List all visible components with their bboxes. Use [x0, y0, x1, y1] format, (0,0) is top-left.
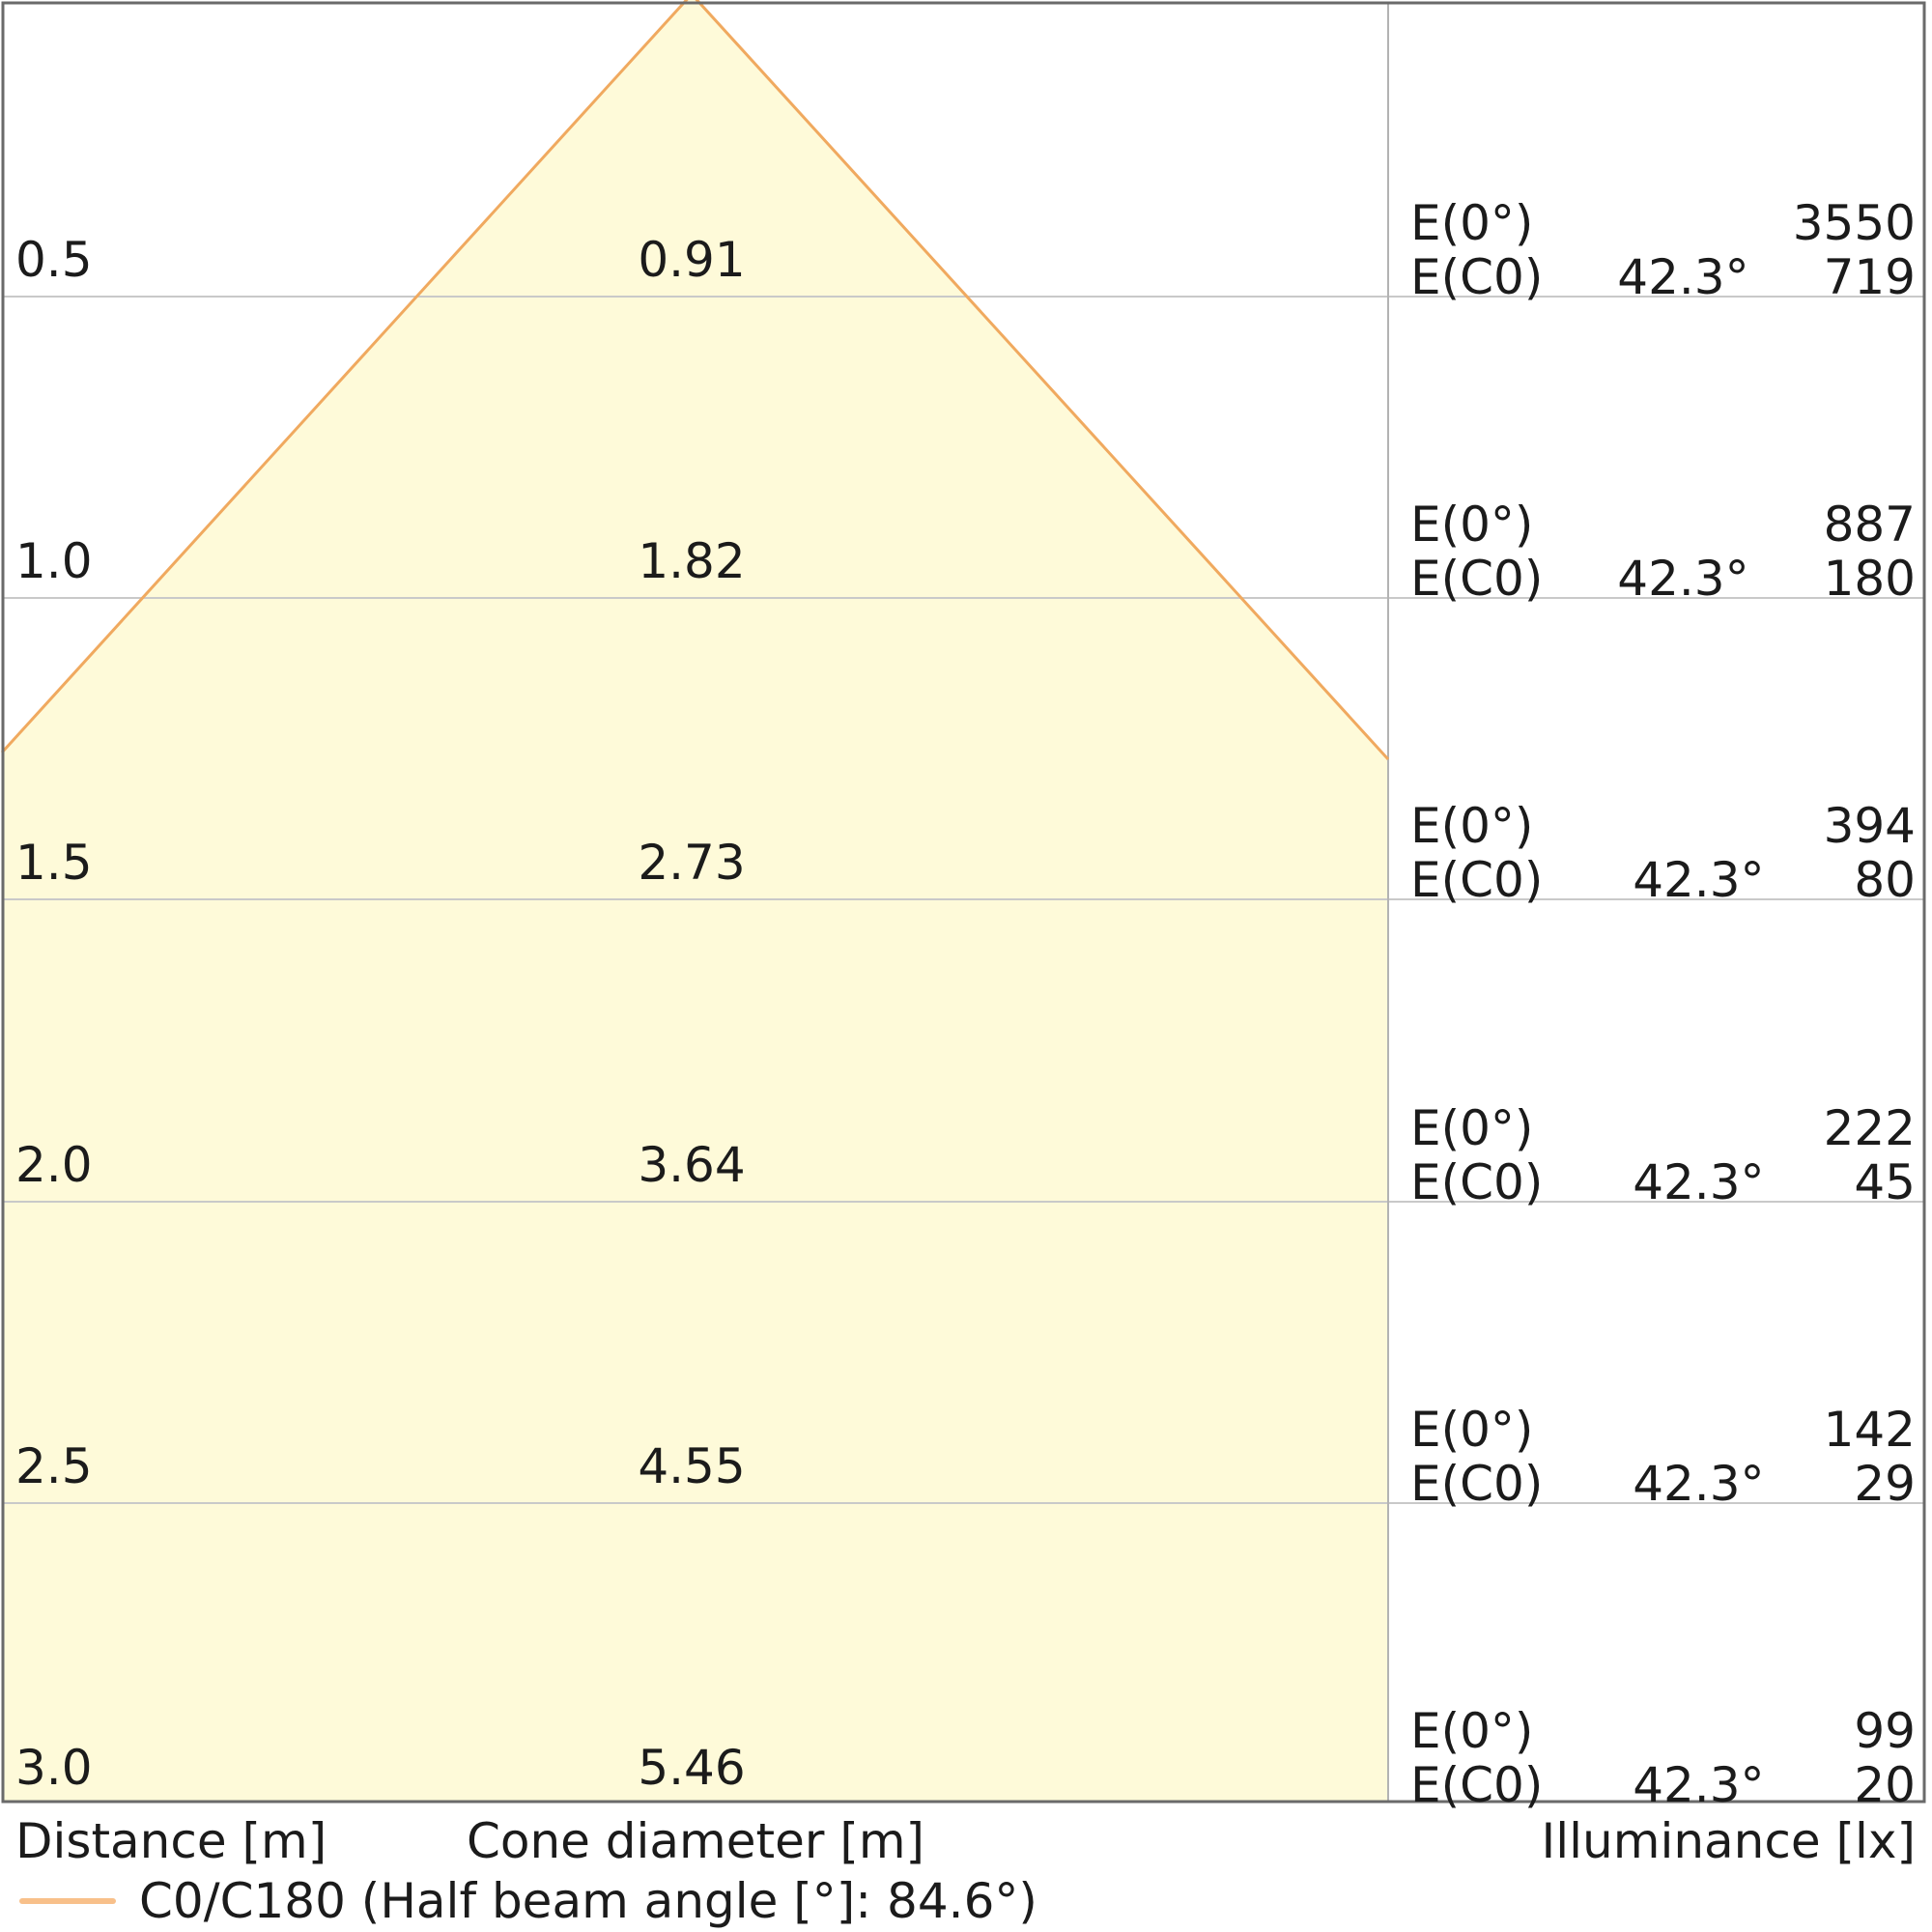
axis-label-distance: Distance [m] — [15, 1813, 327, 1869]
e0-label: E(0°) — [1410, 195, 1534, 251]
cone-diameter-label: 2.73 — [638, 835, 746, 891]
ec0-value: 80 — [1854, 852, 1916, 908]
legend-line-color — [19, 1898, 116, 1904]
legend: C0/C180 (Half beam angle [°]: 84.6°) — [19, 1873, 1037, 1929]
beam-angle-value: 42.3° — [1617, 249, 1749, 305]
distance-label: 2.0 — [15, 1137, 93, 1193]
distance-label: 1.5 — [15, 835, 93, 891]
e0-value: 99 — [1854, 1703, 1916, 1759]
chart-border — [1, 1, 1926, 1804]
e0-line: E(0°) 222 — [1410, 1101, 1916, 1155]
e0-label: E(0°) — [1410, 1703, 1534, 1759]
ec0-label: E(C0) — [1410, 1456, 1544, 1512]
illuminance-block: E(0°) 887 E(C0) 42.3° 180 — [1410, 497, 1916, 606]
e0-line: E(0°) 3550 — [1410, 196, 1916, 250]
cone-diameter-label: 1.82 — [638, 533, 746, 589]
ec0-label: E(C0) — [1410, 1154, 1544, 1210]
distance-label: 2.5 — [15, 1438, 93, 1494]
e0-line: E(0°) 887 — [1410, 497, 1916, 552]
e0-value: 394 — [1823, 798, 1916, 854]
illuminance-block: E(0°) 99 E(C0) 42.3° 20 — [1410, 1704, 1916, 1812]
illuminance-block: E(0°) 3550 E(C0) 42.3° 719 — [1410, 196, 1916, 304]
beam-angle-value: 42.3° — [1633, 852, 1765, 908]
ec0-label: E(C0) — [1410, 551, 1544, 607]
ec0-line: E(C0) 42.3° 80 — [1410, 853, 1916, 907]
ec0-line: E(C0) 42.3° 719 — [1410, 250, 1916, 304]
e0-value: 887 — [1823, 497, 1916, 553]
e0-value: 3550 — [1792, 195, 1916, 251]
ec0-line: E(C0) 42.3° 45 — [1410, 1155, 1916, 1209]
e0-line: E(0°) 99 — [1410, 1704, 1916, 1758]
illuminance-block: E(0°) 222 E(C0) 42.3° 45 — [1410, 1101, 1916, 1209]
e0-line: E(0°) 142 — [1410, 1403, 1916, 1457]
beam-angle-value: 42.3° — [1617, 551, 1749, 607]
light-cone-fill — [2, 0, 1388, 1803]
ec0-label: E(C0) — [1410, 1757, 1544, 1813]
e0-label: E(0°) — [1410, 1402, 1534, 1458]
ec0-value: 180 — [1823, 551, 1916, 607]
cone-edge-left — [0, 0, 689, 754]
ec0-line: E(C0) 42.3° 29 — [1410, 1457, 1916, 1511]
axis-label-cone-diameter: Cone diameter [m] — [466, 1813, 925, 1869]
cone-diameter-label: 4.55 — [638, 1438, 746, 1494]
distance-label: 3.0 — [15, 1740, 93, 1796]
cone-diameter-label: 5.46 — [638, 1740, 746, 1796]
beam-angle-value: 42.3° — [1633, 1757, 1765, 1813]
distance-label: 0.5 — [15, 232, 93, 288]
cone-edge-right — [695, 0, 1390, 761]
ec0-line: E(C0) 42.3° 20 — [1410, 1758, 1916, 1812]
legend-line-sample — [19, 1898, 116, 1904]
cone-diagram-canvas — [0, 0, 1926, 1804]
e0-label: E(0°) — [1410, 1100, 1534, 1156]
axis-label-illuminance: Illuminance [lx] — [1541, 1813, 1916, 1869]
e0-value: 142 — [1823, 1402, 1916, 1458]
ec0-value: 45 — [1854, 1154, 1916, 1210]
e0-line: E(0°) 394 — [1410, 799, 1916, 853]
cone-diameter-label: 3.64 — [638, 1137, 746, 1193]
legend-label: C0/C180 (Half beam angle [°]: 84.6°) — [139, 1873, 1037, 1929]
illuminance-block: E(0°) 394 E(C0) 42.3° 80 — [1410, 799, 1916, 907]
ec0-label: E(C0) — [1410, 852, 1544, 908]
beam-angle-value: 42.3° — [1633, 1456, 1765, 1512]
ec0-value: 719 — [1823, 249, 1916, 305]
ec0-line: E(C0) 42.3° 180 — [1410, 552, 1916, 606]
e0-value: 222 — [1823, 1100, 1916, 1156]
beam-angle-value: 42.3° — [1633, 1154, 1765, 1210]
ec0-value: 20 — [1854, 1757, 1916, 1813]
e0-label: E(0°) — [1410, 798, 1534, 854]
e0-label: E(0°) — [1410, 497, 1534, 553]
ec0-label: E(C0) — [1410, 249, 1544, 305]
ec0-value: 29 — [1854, 1456, 1916, 1512]
distance-label: 1.0 — [15, 533, 93, 589]
illuminance-block: E(0°) 142 E(C0) 42.3° 29 — [1410, 1403, 1916, 1511]
cone-diameter-label: 0.91 — [638, 232, 746, 288]
